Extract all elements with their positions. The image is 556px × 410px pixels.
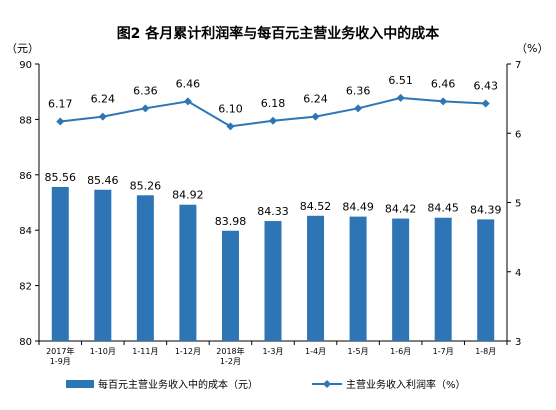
line-label: 6.46: [176, 77, 201, 90]
line-label: 6.17: [48, 97, 73, 110]
line-label: 6.36: [133, 84, 158, 97]
line-point: [311, 112, 320, 121]
right-tick-label: 4: [515, 268, 521, 279]
bar-label: 84.42: [385, 203, 417, 216]
bar-label: 83.98: [215, 215, 247, 228]
bar-label: 84.45: [427, 202, 459, 215]
x-tick-label: 1-9月: [50, 357, 71, 366]
bar: [136, 195, 154, 341]
bar: [392, 218, 410, 341]
bar: [264, 221, 282, 341]
x-tick-label: 2017年: [46, 346, 74, 356]
bar-label: 84.92: [172, 189, 204, 202]
bar-label: 84.39: [470, 203, 502, 216]
x-tick-label: 1-8月: [475, 347, 496, 356]
x-tick-label: 1-10月: [90, 347, 116, 356]
line-point: [481, 99, 490, 108]
right-tick-label: 6: [515, 129, 521, 140]
x-tick-label: 1-11月: [132, 347, 158, 356]
left-tick-label: 86: [19, 171, 32, 182]
x-tick-label: 1-5月: [348, 347, 369, 356]
x-tick-label: 1-7月: [433, 347, 454, 356]
bar-label: 84.52: [300, 200, 332, 213]
left-tick-label: 90: [19, 60, 32, 71]
line-label: 6.46: [431, 77, 456, 90]
bar: [51, 186, 69, 341]
chart-title: 图2 各月累计利润率与每百元主营业务收入中的成本: [117, 25, 441, 42]
x-tick-label: 1-12月: [175, 347, 201, 356]
legend: 每百元主营业务收入中的成本（元） 主营业务收入利润率（%）: [66, 378, 466, 391]
line-point: [56, 117, 65, 126]
bar-label: 85.56: [45, 171, 77, 184]
bar-label: 85.46: [87, 174, 119, 187]
right-tick-label: 3: [515, 337, 521, 348]
line-label: 6.18: [261, 97, 286, 110]
x-tick-label: 1-2月: [220, 357, 241, 366]
line-point: [141, 104, 150, 113]
line-point: [396, 93, 405, 102]
line-label: 6.43: [473, 79, 498, 92]
line-point: [183, 97, 192, 106]
left-tick-label: 88: [19, 115, 32, 126]
x-tick-label: 2018年: [216, 346, 244, 356]
bar: [307, 215, 325, 341]
line-label: 6.51: [388, 74, 413, 87]
line-label: 6.36: [346, 84, 371, 97]
left-tick-label: 80: [19, 337, 32, 348]
x-tick-label: 1-3月: [262, 347, 283, 356]
legend-line-label: 主营业务收入利润率（%）: [346, 378, 466, 391]
line-label: 6.10: [218, 102, 243, 115]
right-tick-label: 5: [515, 199, 521, 210]
x-tick-label: 1-4月: [305, 347, 326, 356]
line-label: 6.24: [303, 93, 328, 106]
left-tick-label: 82: [19, 282, 32, 293]
line-point: [269, 116, 277, 125]
line-label: 6.24: [91, 93, 116, 106]
legend-bar-swatch: [66, 380, 94, 388]
legend-line-marker: [323, 380, 331, 388]
bar: [477, 219, 495, 341]
bar: [221, 230, 239, 341]
legend-bar-label: 每百元主营业务收入中的成本（元）: [98, 378, 258, 391]
bar: [94, 189, 112, 341]
bar: [349, 216, 367, 341]
left-tick-label: 84: [19, 226, 32, 237]
bar-label: 84.49: [342, 201, 374, 214]
right-tick-label: 7: [515, 60, 521, 71]
x-tick-label: 1-6月: [390, 347, 411, 356]
bar-label: 84.33: [257, 205, 289, 218]
right-axis-unit: （%）: [516, 42, 548, 55]
line-point: [226, 122, 235, 131]
line-point: [439, 97, 448, 106]
bar-label: 85.26: [130, 179, 162, 192]
left-axis-unit: （元）: [6, 42, 39, 55]
line-point: [98, 112, 107, 121]
bar: [434, 217, 452, 341]
line-point: [354, 104, 363, 113]
bar: [179, 204, 197, 341]
